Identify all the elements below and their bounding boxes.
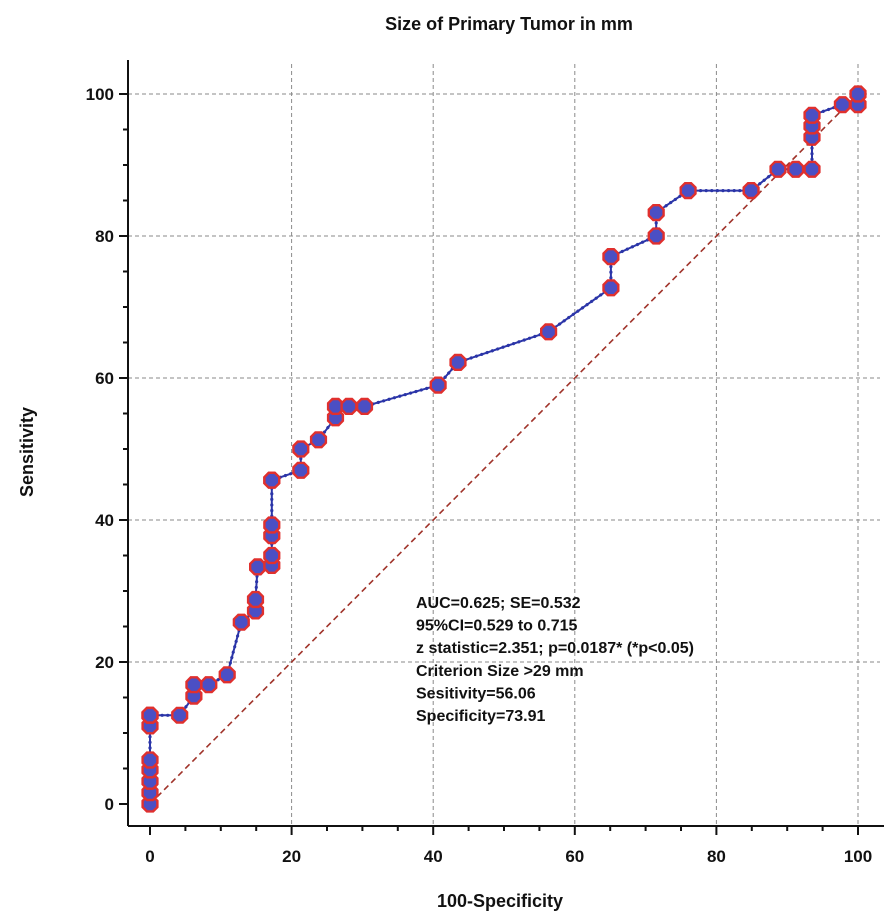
y-axis-label: Sensitivity	[17, 407, 37, 497]
annotation-box: AUC=0.625; SE=0.532 95%CI=0.529 to 0.715 z…	[416, 595, 694, 725]
data-point	[232, 613, 250, 631]
data-point	[429, 376, 447, 394]
data-point	[679, 181, 697, 200]
chart-title: Size of Primary Tumor in mm	[385, 14, 633, 34]
data-point	[787, 160, 805, 178]
data-point	[185, 676, 203, 694]
annotation-line: z statistic=2.351; p=0.0187* (*p<0.05)	[416, 640, 694, 657]
axes: 0 20 40 60 80 100 0 20 40 60 80 100	[86, 60, 884, 866]
x-tick-label: 20	[282, 847, 301, 866]
roc-markers	[141, 85, 867, 813]
data-point	[803, 160, 821, 178]
data-point	[833, 96, 851, 114]
x-tick-label: 40	[424, 847, 443, 866]
data-point	[263, 471, 281, 489]
data-point	[449, 353, 467, 371]
data-point	[200, 676, 218, 694]
data-point	[141, 751, 159, 769]
data-point	[540, 323, 558, 341]
data-point	[355, 397, 374, 415]
y-tick-label: 0	[105, 795, 114, 814]
data-point	[309, 431, 328, 449]
data-point	[171, 706, 189, 724]
annotation-line: Specificity=73.91	[416, 708, 546, 725]
data-point	[292, 440, 310, 458]
y-tick-label: 80	[95, 227, 114, 246]
data-point	[849, 85, 867, 103]
data-point	[340, 397, 358, 415]
y-tick-label: 60	[95, 369, 114, 388]
data-point	[803, 106, 821, 124]
annotation-line: AUC=0.625; SE=0.532	[416, 595, 581, 612]
data-point	[602, 279, 620, 297]
roc-curve	[148, 92, 860, 806]
y-tick-label: 40	[95, 511, 114, 530]
data-point	[647, 203, 665, 222]
x-axis-label: 100-Specificity	[437, 891, 563, 911]
y-tick-label: 20	[95, 653, 114, 672]
reference-line	[149, 93, 859, 805]
data-point	[263, 516, 281, 534]
data-point	[769, 160, 787, 178]
data-point	[218, 666, 236, 684]
annotation-line: 95%CI=0.529 to 0.715	[416, 618, 578, 635]
curve-line	[149, 94, 859, 804]
data-point	[246, 590, 265, 609]
data-point	[263, 546, 281, 565]
data-point	[248, 558, 267, 576]
x-tick-label: 80	[707, 847, 726, 866]
data-point	[292, 461, 310, 479]
reference-diagonal	[149, 93, 859, 805]
x-tick-label: 100	[844, 847, 872, 866]
annotation-line: Criterion Size >29 mm	[416, 663, 584, 680]
data-point	[602, 247, 620, 266]
data-point	[742, 181, 760, 200]
data-point	[141, 706, 159, 724]
x-tick-label: 0	[145, 847, 154, 866]
y-tick-label: 100	[86, 85, 114, 104]
data-point	[647, 227, 665, 245]
x-tick-label: 60	[565, 847, 584, 866]
annotation-line: Sesitivity=56.06	[416, 685, 536, 702]
